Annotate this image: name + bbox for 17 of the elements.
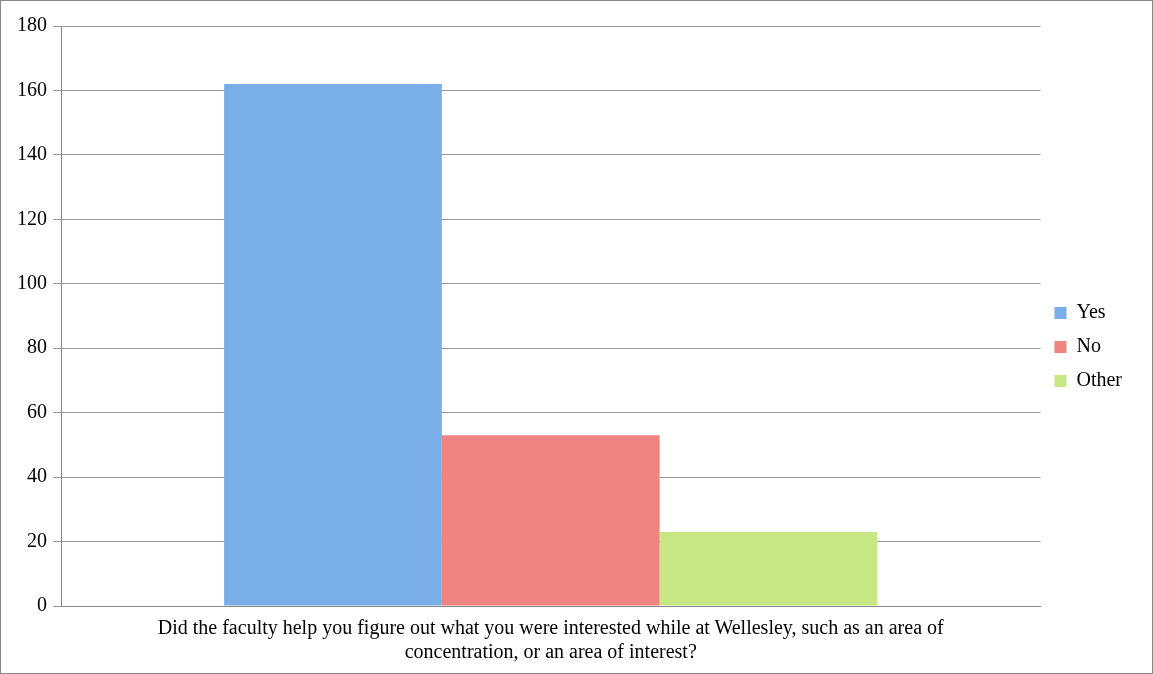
y-tick-label: 80 [27, 335, 47, 358]
x-tick-label: Did the faculty help you figure out what you were interested while at Wellesley, such as an area of concentration, or an area of interest? [157, 616, 945, 663]
y-tick-label: 20 [27, 528, 47, 551]
legend-label: Other [1076, 368, 1123, 391]
y-tick-label: 160 [17, 77, 47, 100]
y-tick-label: 0 [37, 593, 47, 616]
bar [224, 84, 442, 606]
y-tick-label: 60 [27, 399, 47, 422]
y-tick-label: 120 [17, 206, 47, 229]
bar [441, 435, 660, 606]
y-tick-label: 140 [17, 142, 47, 165]
y-tick-label: 100 [17, 271, 47, 294]
bar [659, 531, 878, 606]
legend-label: No [1076, 334, 1101, 357]
y-tick-label: 180 [17, 13, 47, 36]
y-tick-label: 40 [27, 464, 47, 487]
legend-label: Yes [1076, 300, 1106, 323]
